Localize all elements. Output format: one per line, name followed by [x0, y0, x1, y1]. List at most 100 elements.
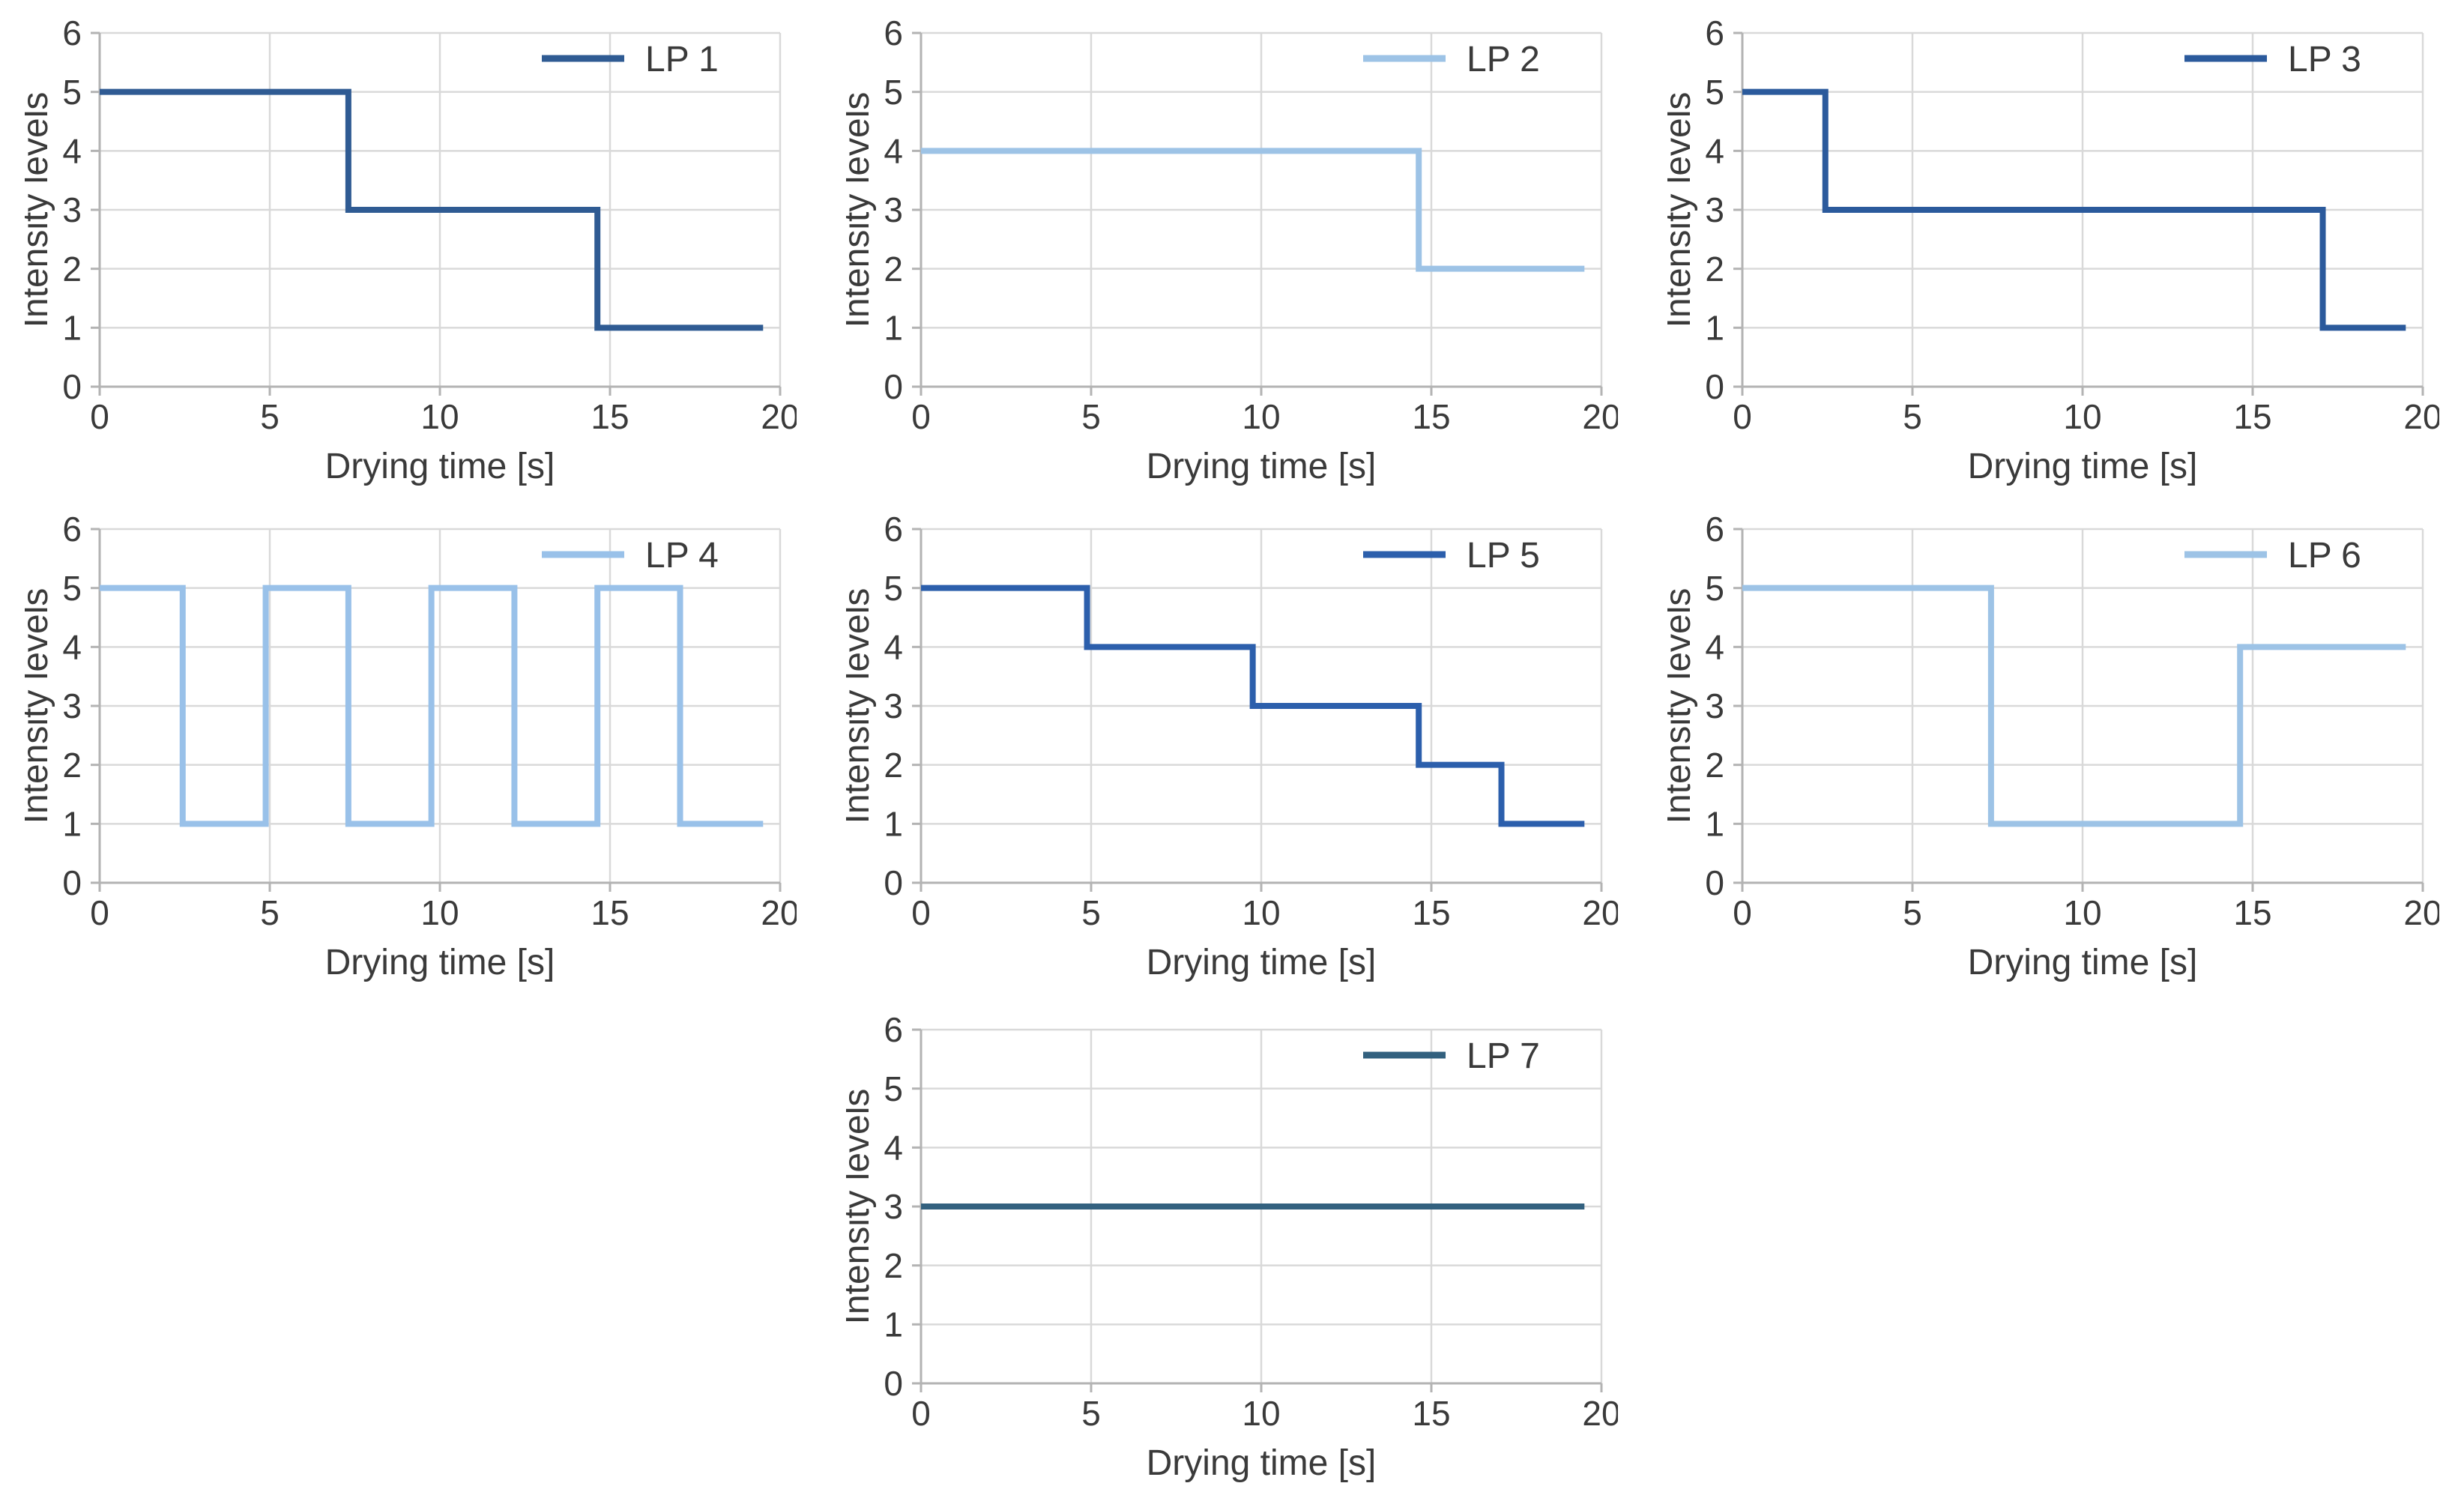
y-tick-label: 2	[1705, 250, 1724, 289]
y-tick-label: 1	[1705, 804, 1724, 843]
x-tick-label: 15	[2233, 893, 2271, 932]
x-axis-title: Drying time [s]	[1968, 943, 2198, 982]
legend-label: LP 3	[2288, 40, 2361, 79]
series-step-line-lp-1	[100, 88, 764, 331]
x-tick-label: 15	[591, 397, 629, 436]
legend-lp-5: LP 5	[1363, 536, 1540, 576]
y-tick-label: 1	[884, 1305, 903, 1344]
y-tick-label: 6	[884, 1010, 903, 1049]
y-tick-label: 3	[62, 190, 82, 229]
legend-lp-3: LP 3	[2184, 40, 2361, 79]
y-tick-label: 4	[884, 1128, 903, 1167]
legend-lp-2: LP 2	[1363, 40, 1540, 79]
y-tick-label: 0	[884, 1364, 903, 1403]
x-tick-label: 15	[591, 893, 629, 932]
series-step-line-lp-5	[921, 585, 1585, 827]
chart-svg-lp-7: 0 1 2 3 4 5 6 0 5 10 15 20 Drying time [s] Intensity …	[846, 1010, 1618, 1483]
x-tick-label: 15	[1412, 397, 1450, 436]
x-tick-label: 5	[1903, 893, 1922, 932]
chart-svg-lp-5: 0 1 2 3 4 5 6 0 5 10 15 20 Drying time [s] Intensity …	[846, 510, 1618, 982]
y-tick-label: 5	[884, 569, 903, 608]
x-tick-label: 10	[420, 893, 459, 932]
series-step-line-lp-2	[921, 148, 1585, 272]
y-tick-label: 0	[62, 367, 82, 406]
x-tick-label: 20	[2403, 893, 2439, 932]
x-tick-label: 0	[1733, 397, 1752, 436]
y-tick-label: 4	[62, 627, 82, 666]
legend-label: LP 7	[1467, 1036, 1540, 1076]
y-tick-label: 1	[1705, 308, 1724, 347]
chart-svg-lp-3: 0 1 2 3 4 5 6 0 5 10 15 20 Drying time [s] Intensity …	[1667, 13, 2439, 486]
y-tick-label: 1	[884, 308, 903, 347]
chart-svg-lp-1: 0 1 2 3 4 5 6 0 5 10 15 20 Drying time [s] Intensity …	[25, 13, 797, 486]
y-tick-label: 3	[62, 686, 82, 725]
y-tick-label: 5	[62, 73, 82, 112]
y-tick-label: 2	[1705, 746, 1724, 785]
x-axis-title: Drying time [s]	[1968, 447, 2198, 486]
chart-lp-3: 0 1 2 3 4 5 6 0 5 10 15 20 Drying time [s] Intensity …	[1643, 0, 2464, 496]
chart-lp-2: 0 1 2 3 4 5 6 0 5 10 15 20 Drying time [s] Intensity …	[821, 0, 1643, 496]
legend-lp-1: LP 1	[542, 40, 719, 79]
y-tick-label: 6	[1705, 510, 1724, 549]
y-tick-label: 6	[884, 510, 903, 549]
y-axis-title: Intensity levels	[25, 92, 55, 328]
x-axis-title: Drying time [s]	[1147, 447, 1377, 486]
x-tick-label: 0	[911, 893, 931, 932]
y-tick-label: 0	[62, 863, 82, 902]
y-tick-label: 3	[1705, 190, 1724, 229]
y-tick-label: 6	[1705, 13, 1724, 52]
x-tick-label: 0	[90, 397, 109, 436]
y-tick-label: 6	[884, 13, 903, 52]
y-tick-label: 4	[1705, 627, 1724, 666]
y-tick-label: 6	[62, 13, 82, 52]
legend-lp-6: LP 6	[2184, 536, 2361, 576]
x-axis-title: Drying time [s]	[325, 943, 555, 982]
y-tick-label: 3	[1705, 686, 1724, 725]
x-tick-label: 20	[1582, 1394, 1618, 1433]
x-tick-label: 10	[1242, 397, 1280, 436]
y-tick-label: 4	[62, 131, 82, 170]
y-tick-label: 4	[884, 627, 903, 666]
y-tick-label: 2	[884, 746, 903, 785]
y-tick-label: 5	[62, 569, 82, 608]
legend-label: LP 5	[1467, 536, 1540, 576]
x-tick-label: 15	[2233, 397, 2271, 436]
x-axis-title: Drying time [s]	[325, 447, 555, 486]
y-tick-label: 3	[884, 190, 903, 229]
y-tick-label: 2	[62, 250, 82, 289]
x-tick-label: 10	[1242, 893, 1280, 932]
x-tick-label: 5	[1081, 893, 1101, 932]
y-tick-label: 5	[884, 73, 903, 112]
y-tick-label: 4	[884, 131, 903, 170]
x-tick-label: 20	[1582, 893, 1618, 932]
y-tick-label: 1	[62, 308, 82, 347]
y-tick-label: 2	[884, 250, 903, 289]
y-axis-title: Intensity levels	[25, 588, 55, 824]
x-tick-label: 0	[911, 397, 931, 436]
x-tick-label: 0	[911, 1394, 931, 1433]
chart-lp-7: 0 1 2 3 4 5 6 0 5 10 15 20 Drying time [s] Intensity …	[821, 997, 1643, 1507]
x-tick-label: 10	[1242, 1394, 1280, 1433]
x-tick-label: 0	[90, 893, 109, 932]
legend-label: LP 6	[2288, 536, 2361, 576]
y-tick-label: 0	[1705, 863, 1724, 902]
y-tick-label: 3	[884, 686, 903, 725]
legend-lp-7: LP 7	[1363, 1036, 1540, 1076]
y-tick-label: 0	[1705, 367, 1724, 406]
chart-svg-lp-4: 0 1 2 3 4 5 6 0 5 10 15 20 Drying time [s] Intensity …	[25, 510, 797, 982]
y-tick-label: 6	[62, 510, 82, 549]
y-tick-label: 2	[62, 746, 82, 785]
y-tick-label: 5	[1705, 73, 1724, 112]
x-axis-title: Drying time [s]	[1147, 1443, 1377, 1483]
x-tick-label: 10	[2063, 893, 2101, 932]
x-tick-label: 5	[260, 397, 280, 436]
y-tick-label: 0	[884, 367, 903, 406]
y-tick-label: 1	[62, 804, 82, 843]
x-tick-label: 5	[1081, 397, 1101, 436]
chart-svg-lp-2: 0 1 2 3 4 5 6 0 5 10 15 20 Drying time [s] Intensity …	[846, 13, 1618, 486]
y-axis-title: Intensity levels	[846, 92, 877, 328]
x-tick-label: 15	[1412, 893, 1450, 932]
x-tick-label: 10	[2063, 397, 2101, 436]
y-tick-label: 4	[1705, 131, 1724, 170]
